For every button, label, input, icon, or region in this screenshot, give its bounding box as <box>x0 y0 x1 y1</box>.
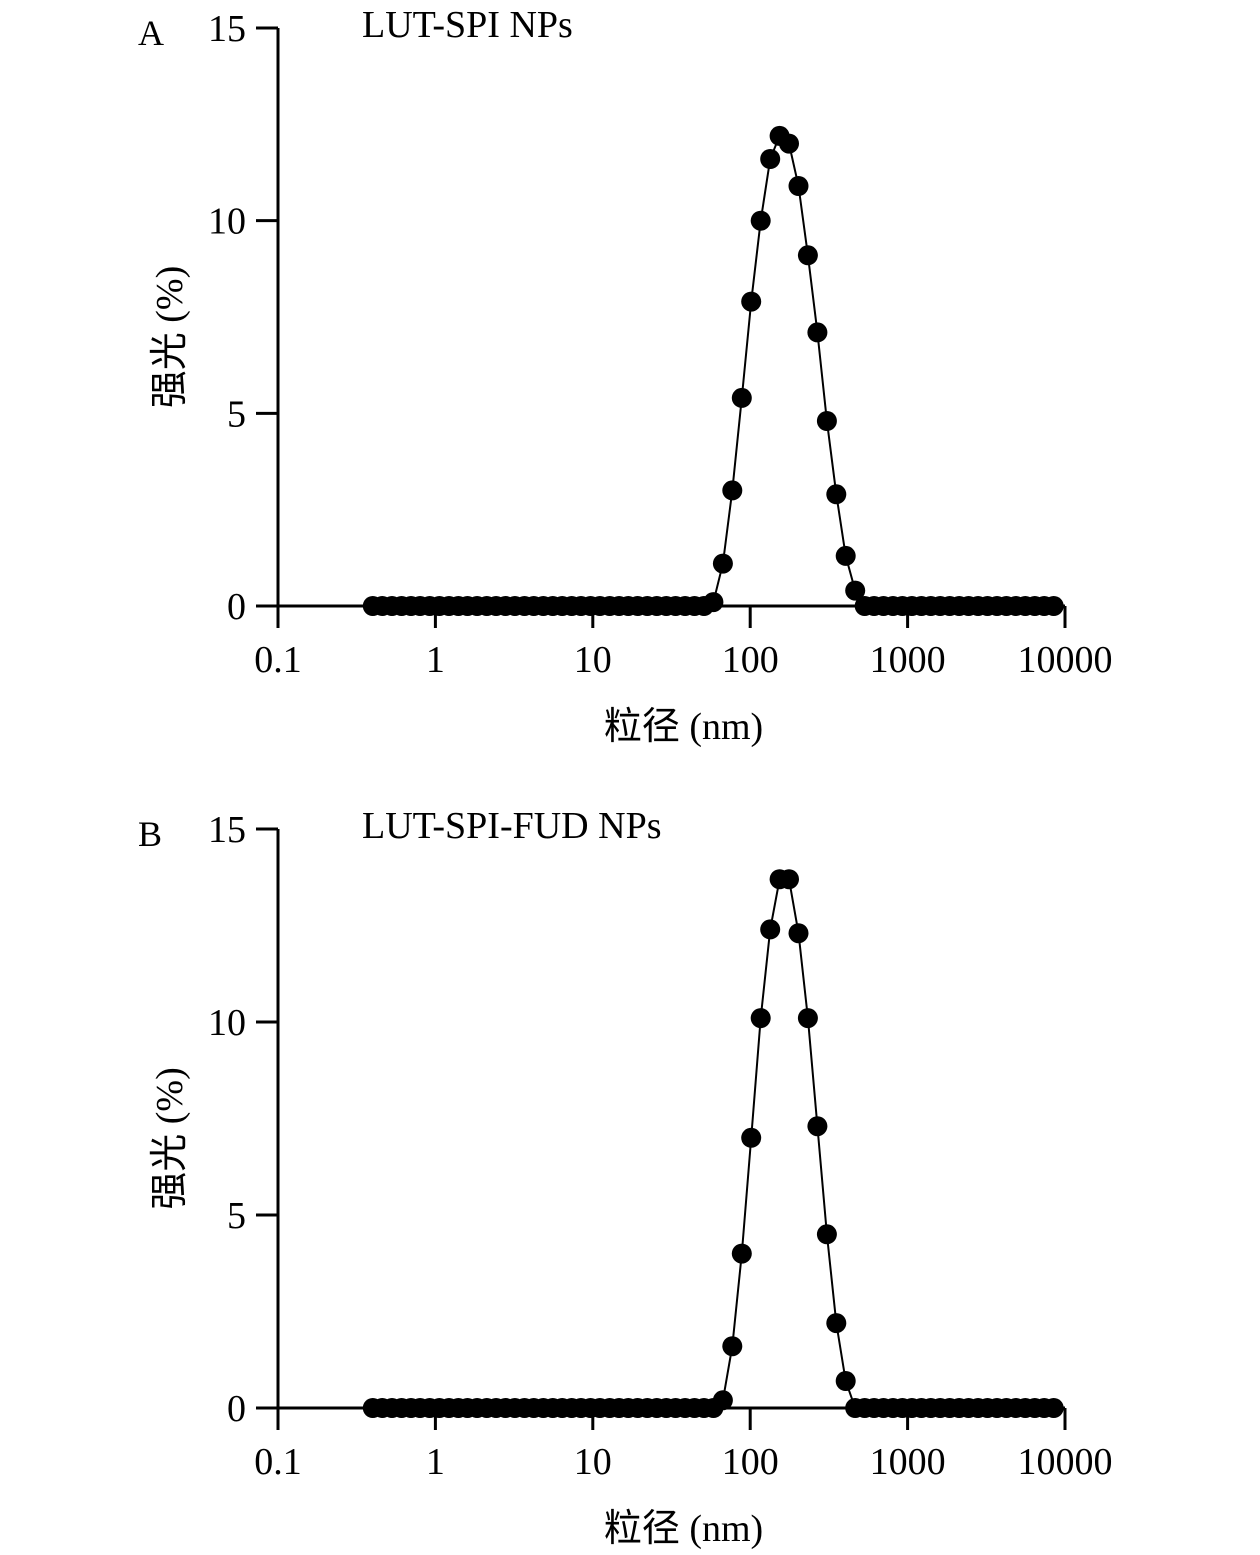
panel-b-x-axis-label: 粒径 (nm) <box>604 1508 763 1550</box>
panel-b-y-tick-label: 10 <box>208 1002 246 1044</box>
panel-a-title: LUT-SPI NPs <box>362 4 573 46</box>
panel-a-x-tick-label: 10 <box>574 639 612 681</box>
panel-b-data-point <box>807 1116 828 1137</box>
panel-a-data-point <box>826 484 847 505</box>
panel-a-x-tick-label: 10000 <box>1018 639 1113 681</box>
panel-b-data-point <box>797 1008 818 1029</box>
panel-a-data-point <box>760 149 781 169</box>
panel-a-y-tick-label: 10 <box>208 201 246 243</box>
panel-a-data-point <box>797 245 818 266</box>
panel-a-data-point <box>712 553 733 574</box>
panel-b-y-tick-label: 0 <box>227 1388 246 1430</box>
panel-b-letter: B <box>138 814 162 854</box>
panel-b-data-point <box>835 1371 856 1391</box>
panel-a-data-point <box>731 387 752 408</box>
panel-a: A LUT-SPI NPs 0 5 10 15 0.1 1 10 100 1000 10000 粒径 (… <box>138 4 1113 748</box>
panel-a-data-point <box>816 411 837 431</box>
panel-a-data-point <box>750 210 771 231</box>
panel-b-y-tick-label: 15 <box>208 809 246 851</box>
panel-a-x-tick-label: 1 <box>426 639 445 681</box>
panel-a-x-tick-label: 1000 <box>870 639 946 681</box>
panel-b-x-tick-label: 10000 <box>1018 1441 1113 1483</box>
panel-a-x-tick-label: 100 <box>722 639 779 681</box>
panel-a-data-point <box>1043 596 1064 616</box>
panel-b-data-point <box>826 1313 847 1334</box>
panel-b-y-tick-label: 5 <box>227 1195 246 1237</box>
panel-b-data-point <box>788 923 809 944</box>
panel-b-title: LUT-SPI-FUD NPs <box>362 805 662 847</box>
panel-a-y-tick-label: 0 <box>227 586 246 628</box>
panel-b-x-tick-label: 100 <box>722 1441 779 1483</box>
panel-b-y-axis-label: 强光 (%) <box>149 1067 191 1209</box>
panel-b-x-tick-label: 10 <box>574 1441 612 1483</box>
panel-b-data-point <box>760 919 781 940</box>
panel-b-series-line <box>372 878 1054 1409</box>
panel-a-data-point <box>788 176 809 196</box>
panel-a-data-point <box>807 322 828 343</box>
panel-b-data-point <box>779 869 799 890</box>
panel-a-series-line <box>372 134 1054 607</box>
panel-a-letter: A <box>138 13 164 53</box>
panel-b-data-point <box>1043 1398 1064 1418</box>
panel-b-data-point <box>750 1008 771 1029</box>
panel-b-data-point <box>712 1390 733 1411</box>
panel-b: B LUT-SPI-FUD NPs 0 5 10 15 0.1 1 10 100 1000 10000… <box>138 805 1113 1550</box>
panel-a-data-point <box>835 545 856 566</box>
panel-a-x-axis-label: 粒径 (nm) <box>604 706 763 748</box>
panel-a-data-point <box>779 133 799 154</box>
panel-a-data-point <box>741 291 762 312</box>
panel-b-data-point <box>816 1224 837 1245</box>
panel-a-y-tick-label: 15 <box>208 8 246 50</box>
panel-a-data-point <box>722 480 743 501</box>
panel-a-y-axis-label: 强光 (%) <box>149 266 191 408</box>
panel-a-y-tick-label: 5 <box>227 393 246 435</box>
panel-b-x-tick-label: 1000 <box>870 1441 946 1483</box>
panel-b-x-tick-label: 0.1 <box>254 1441 302 1483</box>
panel-a-x-tick-label: 0.1 <box>254 639 302 681</box>
panel-a-data-point <box>845 580 866 601</box>
panel-b-data-point <box>731 1243 752 1264</box>
panel-a-data-point <box>703 592 724 613</box>
panel-b-x-tick-label: 1 <box>426 1441 445 1483</box>
panel-b-data-point <box>741 1127 762 1148</box>
panel-b-data-point <box>722 1336 743 1357</box>
